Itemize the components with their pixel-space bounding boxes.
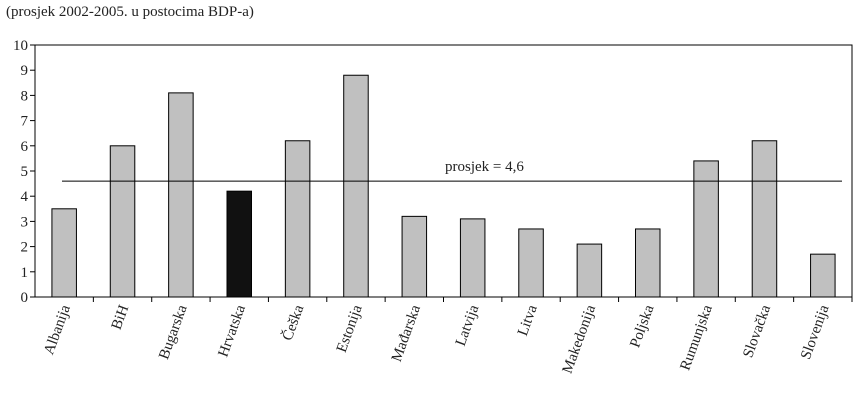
bar-3 [168, 92, 194, 298]
bar-11 [634, 228, 661, 298]
x-category-label: Rumunjska [677, 303, 716, 373]
bar-6 [343, 74, 369, 298]
x-category-label: Slovenija [798, 303, 833, 362]
x-category-label: Albanija [41, 303, 74, 357]
bar-5 [284, 140, 311, 298]
y-tick-label: 2 [21, 240, 29, 256]
x-category-label: Makedonija [560, 303, 600, 376]
average-line-group: prosjek = 4,6 [62, 159, 842, 182]
x-category-label: Bugarska [156, 303, 191, 362]
y-tick-label: 0 [21, 290, 29, 306]
y-tick-label: 8 [21, 88, 29, 104]
bar-8 [459, 218, 486, 298]
bar-13 [751, 140, 778, 298]
y-tick-label: 3 [21, 214, 29, 230]
y-tick-label: 5 [21, 164, 29, 180]
bar-2 [109, 145, 136, 298]
x-category-label: Litva [515, 303, 541, 339]
bar-14 [810, 253, 836, 298]
x-axis-labels: Albanija BiH Bugarska Hrvatska Češka Estonija… [41, 297, 853, 376]
plot-frame [34, 44, 853, 298]
bar-4 [226, 190, 253, 298]
bar-9 [518, 228, 544, 298]
bar-1 [51, 208, 77, 298]
x-category-label: BiH [109, 303, 133, 332]
y-axis-ticks: 0 1 2 3 4 5 6 7 8 9 10 [13, 38, 35, 306]
y-tick-label: 4 [21, 189, 29, 205]
x-category-label: Češka [279, 302, 308, 343]
x-category-label: Poljska [627, 303, 657, 350]
chart-subtitle: (prosjek 2002-2005. u postocima BDP-a) [6, 4, 254, 20]
bar-10 [576, 243, 603, 298]
average-label: prosjek = 4,6 [445, 159, 524, 175]
x-category-label: Hrvatska [215, 303, 249, 360]
x-category-label: Estonija [334, 303, 366, 355]
y-tick-label: 9 [21, 63, 29, 79]
y-tick-label: 7 [21, 114, 29, 130]
y-tick-label: 6 [21, 139, 29, 155]
axes [34, 44, 853, 298]
y-tick-label: 10 [13, 38, 28, 54]
x-category-label: Latvija [453, 303, 483, 349]
bar-7 [401, 215, 428, 298]
bars [51, 74, 836, 298]
bar-12 [693, 160, 719, 298]
y-tick-label: 1 [21, 265, 29, 281]
x-category-label: Slovačka [740, 303, 774, 360]
x-category-label: Mađarska [389, 303, 424, 364]
